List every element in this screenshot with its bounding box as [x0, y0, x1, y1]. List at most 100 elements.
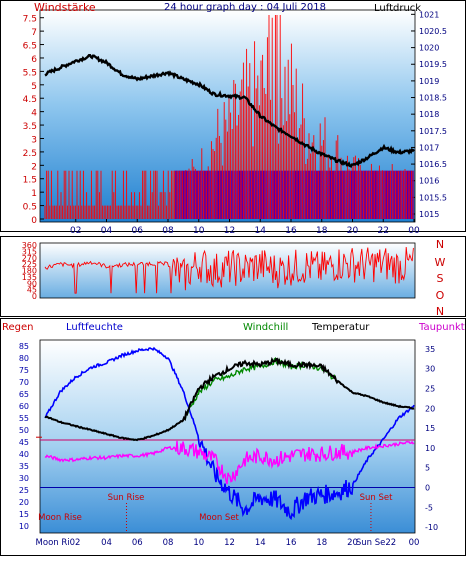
hour-tick-label: 16	[285, 226, 297, 236]
sun-set-hour-label: Sun Se22	[356, 538, 396, 548]
pressure-axis-label: Luftdruck	[374, 3, 421, 14]
wind-tick-label: 2.5	[23, 149, 37, 159]
compass-label: S	[437, 272, 444, 285]
direction-series	[44, 246, 414, 294]
direction-line	[44, 246, 414, 294]
humidity-tick-label: 60	[19, 402, 29, 411]
temperature-label: Temperatur	[311, 322, 370, 333]
compass-label: N	[436, 305, 444, 318]
hour-tick-label: 22	[378, 226, 389, 236]
temperature-tick-label: -5	[425, 503, 433, 512]
hour-tick-label: 02	[70, 226, 81, 236]
sun-set-label: Sun Set	[360, 493, 393, 503]
humidity-tick-label: 55	[19, 414, 29, 423]
hour-tick-label: 14	[255, 538, 266, 548]
pressure-tick-label: 1015.5	[419, 193, 447, 202]
humidity-tick-label: 50	[19, 426, 29, 435]
windchill-label: Windchill	[243, 322, 288, 333]
humidity-tick-label: 85	[19, 342, 29, 351]
wind-tick-label: 4.5	[23, 95, 37, 105]
wind-tick-label: 2	[31, 162, 37, 172]
top-x-ticks: 02 04 06 08 10 12 14 16 18 20 22 00	[70, 219, 420, 236]
pressure-tick-label: 1018	[419, 110, 439, 119]
climate-series	[40, 346, 415, 521]
compass-label: W	[435, 256, 446, 269]
compass-label: N	[436, 238, 444, 251]
hour-tick-label: 12	[224, 226, 235, 236]
hour-tick-label: 20	[347, 538, 358, 548]
plot-area-direction	[39, 242, 416, 299]
wind-tick-label: 3.5	[23, 122, 37, 132]
pressure-tick-label: 1017.5	[419, 127, 447, 136]
direction-tick-label: 90	[27, 279, 37, 288]
rain-label: Regen	[2, 322, 34, 333]
direction-tick-label: 180	[22, 267, 37, 276]
temperature-tick-label: 25	[425, 385, 435, 394]
humidity-tick-label: 20	[19, 498, 29, 507]
moon-rise-label: Moon Rise	[38, 513, 82, 523]
hour-tick-label: 08	[162, 226, 174, 236]
wind-tick-label: 1	[31, 189, 37, 199]
humidity-label: Luftfeuchte	[66, 322, 123, 333]
pressure-tick-label: 1020.5	[419, 27, 447, 36]
humidity-tick-label: 30	[19, 474, 29, 483]
wind-tick-label: 4	[31, 109, 37, 119]
dewpoint-line	[44, 440, 415, 485]
humidity-tick-label: 70	[19, 378, 29, 387]
hour-tick-label: 06	[132, 226, 144, 236]
moon-rise-hour-label: Moon Ri02	[36, 538, 81, 548]
humidity-tick-label: 75	[19, 366, 29, 375]
hour-tick-label: 04	[101, 226, 113, 236]
temperature-tick-label: 10	[425, 444, 435, 453]
humidity-tick-label: 65	[19, 390, 29, 399]
hour-tick-label: 18	[316, 538, 327, 548]
direction-tick-label: 45	[27, 286, 37, 295]
humidity-tick-label: 80	[19, 354, 29, 363]
panel-wind-pressure-frame	[0, 0, 466, 232]
wind-tick-label: 7.5	[23, 15, 37, 25]
sun-rise-label: Sun Rise	[108, 493, 145, 503]
humidity-tick-label: 35	[19, 462, 29, 471]
temperature-tick-label: 15	[425, 424, 435, 433]
hour-tick-label: 20	[347, 226, 359, 236]
wind-axis-label: Windstärke	[34, 1, 96, 14]
wind-tick-label: 5.5	[23, 68, 37, 78]
hour-tick-label: 06	[132, 538, 143, 548]
direction-tick-label: 270	[22, 254, 37, 263]
humidity-tick-label: 45	[19, 438, 29, 447]
dewpoint-label: Taupunkt	[418, 322, 465, 333]
humidity-axis-ticks: 85 80 75 70 65 60 55 50 45 40 35 30 25 20 15 10	[19, 342, 42, 531]
climate-x-ticks: 04 06 08 10 12 14 16 18 20 00 Moon Ri02 Sun Se22	[36, 538, 420, 548]
direction-tick-label: 225	[22, 260, 37, 269]
pressure-tick-label: 1016	[419, 177, 439, 186]
hour-tick-label: 08	[163, 538, 174, 548]
wind-tick-label: 7	[31, 28, 37, 38]
wind-tick-label: 5	[31, 82, 37, 92]
humidity-tick-label: 15	[19, 510, 29, 519]
wind-tick-label: 3	[31, 135, 37, 145]
moon-set-label: Moon Set	[199, 513, 239, 523]
temperature-tick-label: 0	[425, 483, 430, 492]
humidity-tick-label: 10	[19, 522, 29, 531]
temperature-tick-label: 35	[425, 345, 435, 354]
panel-direction-frame	[0, 236, 466, 317]
hour-tick-label: 10	[193, 538, 204, 548]
pressure-tick-label: 1017	[419, 143, 439, 152]
direction-tick-label: 315	[22, 247, 37, 256]
temperature-tick-label: 20	[425, 404, 435, 413]
pressure-tick-label: 1019	[419, 77, 439, 86]
direction-tick-label: 0	[32, 292, 37, 301]
direction-tick-label: 135	[22, 273, 37, 282]
wind-tick-label: 0.5	[23, 203, 37, 213]
hour-tick-label: 18	[316, 226, 328, 236]
pressure-line	[44, 54, 415, 168]
pressure-tick-label: 1018.5	[419, 94, 447, 103]
temperature-tick-label: -10	[425, 523, 438, 532]
wind-tick-label: 0	[31, 216, 37, 226]
plot-area-climate	[39, 339, 416, 534]
wind-axis-ticks: 7.5 7 6.5 6 5.5 5 4.5 4 3.5 3 2.5 2 1.5 1 0.5 0	[23, 15, 44, 226]
top-series	[44, 15, 415, 219]
temperature-line	[44, 356, 415, 442]
